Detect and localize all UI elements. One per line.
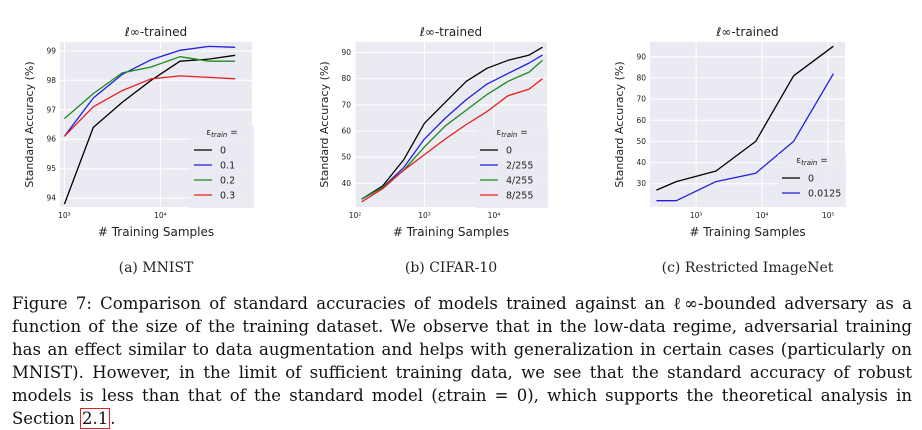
x-axis-label: # Training Samples	[393, 225, 509, 239]
y-tick-label: 70	[341, 100, 351, 109]
caption-prefix: Figure	[12, 294, 76, 313]
legend-label: 0	[220, 146, 226, 157]
legend: εtrain = 0 0.1 0.2 0.3	[190, 126, 254, 208]
x-tick-label: 10²	[349, 211, 362, 220]
legend-label: 0.3	[220, 191, 235, 202]
x-axis-label: # Training Samples	[689, 225, 805, 239]
legend-label: 0	[506, 146, 512, 157]
y-tick-label: 80	[341, 74, 351, 83]
series-line-8-255	[361, 78, 543, 203]
y-tick-label: 30	[636, 179, 646, 188]
x-tick-label: 10³	[58, 211, 71, 220]
y-tick-label: 95	[46, 164, 56, 173]
legend-box	[476, 126, 548, 208]
chart-panel-2: 40 50 60 70 80 90 10² 10³ 10⁴ ℓ∞-trained # Trainin…	[318, 25, 548, 276]
series-line-0-1	[63, 45, 236, 137]
x-tick-label: 10³	[418, 211, 431, 220]
y-tick-label: 98	[46, 76, 56, 85]
x-axis-label: # Training Samples	[98, 225, 214, 239]
caption-text: : Comparison of standard accuracies of m…	[12, 294, 912, 428]
y-tick-label: 70	[636, 95, 646, 104]
y-tick-label: 90	[341, 48, 351, 57]
figure-panels: 94 95 96 97 98 99 10³ 10⁴ ℓ∞-trained # Training S…	[23, 25, 846, 276]
y-tick-label: 40	[341, 179, 351, 188]
x-tick-label: 10³	[690, 211, 703, 220]
legend: εtrain = 0 2/255 4/255 8/255	[476, 126, 548, 208]
x-tick-label: 10⁴	[756, 211, 769, 220]
legend-label: 2/255	[506, 161, 533, 172]
legend-label: 0.1	[220, 161, 235, 172]
y-axis-label: Standard Accuracy (%)	[318, 61, 331, 187]
subfigure-caption: (a) MNIST	[119, 260, 194, 276]
x-tick-label: 10⁴	[154, 211, 167, 220]
chart-title: ℓ∞-trained	[715, 25, 778, 39]
legend-label: 4/255	[506, 176, 533, 187]
caption-figure-number: 7	[75, 294, 87, 313]
legend-label: 0	[808, 174, 814, 185]
x-tick-label: 10⁴	[488, 211, 501, 220]
y-tick-label: 97	[46, 105, 56, 114]
series-line-0	[63, 54, 236, 205]
legend-title: εtrain =	[206, 128, 238, 139]
y-tick-label: 60	[636, 116, 646, 125]
legend-title: εtrain =	[796, 156, 828, 167]
legend-label: 0.2	[220, 176, 235, 187]
y-tick-label: 90	[636, 52, 646, 61]
legend-label: 0.0125	[808, 189, 841, 200]
legend-title: εtrain =	[496, 128, 528, 139]
y-tick-label: 40	[636, 158, 646, 167]
figure-caption: Figure 7: Comparison of standard accurac…	[12, 292, 912, 430]
series-line-2-255	[361, 54, 543, 200]
chart-title: ℓ∞-trained	[124, 25, 187, 39]
chart-panel-3: 30 40 50 60 70 80 90 10³ 10⁴ 10⁵ ℓ∞-trained # Train…	[613, 25, 846, 276]
y-axis-label: Standard Accuracy (%)	[23, 61, 36, 187]
y-tick-label: 50	[636, 137, 646, 146]
subfigure-caption: (b) CIFAR-10	[405, 260, 497, 276]
caption-suffix: .	[110, 409, 116, 428]
subfigure-caption: (c) Restricted ImageNet	[662, 260, 834, 276]
series-line-0	[656, 45, 834, 191]
y-tick-label: 80	[636, 73, 646, 82]
y-tick-label: 60	[341, 127, 351, 136]
y-tick-label: 94	[46, 194, 56, 203]
x-tick-label: 10⁵	[822, 211, 835, 220]
y-tick-label: 50	[341, 153, 351, 162]
series-line-0-2	[63, 56, 236, 120]
y-tick-label: 96	[46, 135, 56, 144]
y-axis-label: Standard Accuracy (%)	[613, 61, 626, 187]
legend: εtrain = 0 0.0125	[778, 154, 846, 207]
chart-panel-1: 94 95 96 97 98 99 10³ 10⁴ ℓ∞-trained # Training S…	[23, 25, 254, 276]
series-line-0	[361, 46, 543, 200]
legend-label: 8/255	[506, 191, 533, 202]
y-tick-label: 99	[46, 46, 56, 55]
series-line-0-3	[63, 75, 236, 137]
section-reference-link[interactable]: 2.1	[80, 408, 111, 429]
series-line-0-0125	[656, 73, 834, 202]
legend-box	[778, 154, 846, 207]
chart-title: ℓ∞-trained	[419, 25, 482, 39]
legend-box	[190, 126, 254, 208]
